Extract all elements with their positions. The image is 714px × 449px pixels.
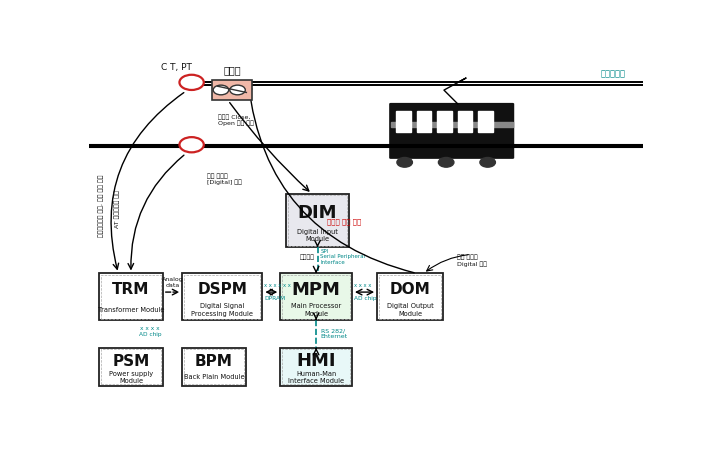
Text: x x x x: x x x x — [353, 283, 371, 288]
Text: HMI: HMI — [296, 352, 336, 370]
Text: SPI
Serial Peripheral
Interface: SPI Serial Peripheral Interface — [321, 249, 366, 265]
Text: DIM: DIM — [298, 204, 337, 222]
Bar — [182, 348, 246, 386]
Bar — [379, 275, 441, 319]
Text: x x x x
AD chip: x x x x AD chip — [139, 326, 161, 337]
Text: Power supply
Module: Power supply Module — [109, 371, 153, 384]
Text: MPM: MPM — [292, 281, 341, 299]
Text: Human-Man
Interface Module: Human-Man Interface Module — [288, 371, 344, 384]
Text: Transformer Module: Transformer Module — [98, 307, 164, 313]
Bar — [437, 111, 452, 132]
Bar — [396, 111, 411, 132]
Text: C T, PT: C T, PT — [161, 63, 192, 72]
Text: 전력공급선: 전력공급선 — [601, 69, 626, 78]
Text: AT 통과전류의 측정: AT 통과전류의 측정 — [114, 190, 120, 229]
Bar — [212, 79, 252, 100]
Text: Back Plain Module: Back Plain Module — [183, 374, 244, 380]
Bar — [288, 195, 347, 246]
Circle shape — [480, 158, 496, 167]
Text: x x x x x x: x x x x x x — [264, 283, 291, 288]
Bar — [377, 273, 443, 320]
Circle shape — [438, 158, 454, 167]
Bar — [184, 349, 243, 384]
Text: Analog
data: Analog data — [161, 277, 183, 288]
Text: 차단기: 차단기 — [223, 66, 241, 75]
Text: TRM: TRM — [112, 282, 150, 297]
Text: DOM: DOM — [390, 282, 431, 297]
Bar — [184, 275, 260, 319]
Bar — [282, 349, 350, 384]
Circle shape — [230, 85, 246, 95]
Text: 결경신호: 결경신호 — [300, 254, 315, 260]
Text: 기타 다양한
[Digital] 정보: 기타 다양한 [Digital] 정보 — [206, 173, 241, 185]
Bar — [99, 273, 163, 320]
Text: 전력공급선의 전류, 전압 계측 측정: 전력공급선의 전류, 전압 계측 측정 — [99, 175, 104, 237]
Bar — [101, 275, 161, 319]
Text: 기타 다양한
Digital 정보: 기타 다양한 Digital 정보 — [457, 255, 487, 267]
Circle shape — [213, 85, 228, 95]
Text: BPM: BPM — [195, 353, 233, 369]
Circle shape — [397, 158, 413, 167]
Bar — [182, 273, 263, 320]
Circle shape — [179, 75, 203, 90]
Bar — [417, 111, 431, 132]
Text: Main Processor
Module: Main Processor Module — [291, 303, 341, 317]
Bar — [286, 194, 349, 247]
Text: DSPM: DSPM — [197, 282, 247, 297]
Bar — [99, 348, 163, 386]
Text: RS 282/
Ehternet: RS 282/ Ehternet — [321, 329, 348, 339]
Text: Digital Input
Module: Digital Input Module — [297, 229, 338, 242]
Text: PSM: PSM — [112, 353, 150, 369]
Bar — [391, 122, 513, 127]
Text: 차단기 동작 신호: 차단기 동작 신호 — [327, 218, 361, 225]
Circle shape — [179, 137, 203, 152]
Bar — [280, 273, 352, 320]
FancyBboxPatch shape — [389, 103, 514, 159]
Bar — [101, 349, 161, 384]
Text: AD chip: AD chip — [353, 296, 376, 301]
Bar — [280, 348, 352, 386]
Text: 차단기 Close,
Open 상태 정보: 차단기 Close, Open 상태 정보 — [218, 114, 253, 126]
Text: Digital Signal
Processing Module: Digital Signal Processing Module — [191, 303, 253, 317]
Bar — [458, 111, 472, 132]
Bar — [282, 275, 350, 319]
Text: DPRAM: DPRAM — [264, 296, 285, 301]
Text: Digital Output
Module: Digital Output Module — [387, 303, 433, 317]
Bar — [478, 111, 493, 132]
